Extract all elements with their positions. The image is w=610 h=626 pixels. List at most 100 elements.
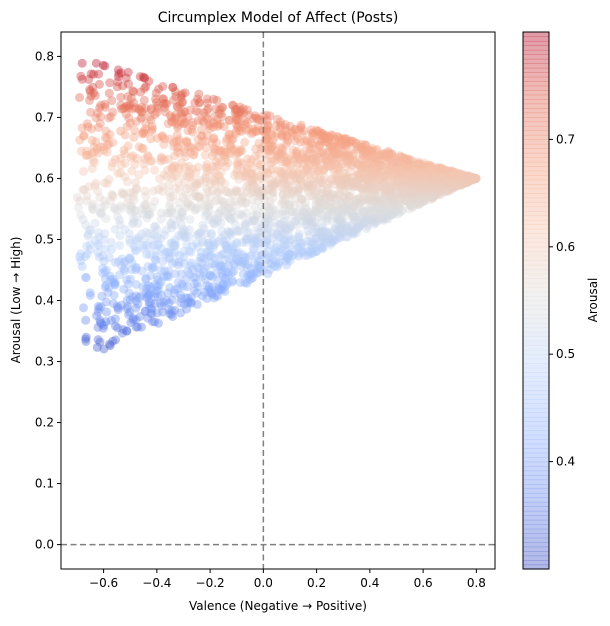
scatter-point bbox=[191, 178, 201, 188]
scatter-point bbox=[371, 158, 381, 168]
colorbar-segment bbox=[523, 398, 549, 405]
scatter-point bbox=[413, 192, 423, 202]
scatter-point bbox=[387, 197, 396, 206]
scatter-point bbox=[177, 207, 187, 217]
scatter-point bbox=[193, 116, 203, 125]
scatter-point bbox=[463, 176, 473, 186]
scatter-point bbox=[368, 161, 378, 171]
scatter-point bbox=[251, 127, 261, 136]
scatter-point bbox=[368, 160, 378, 170]
scatter-point bbox=[416, 197, 425, 207]
scatter-point bbox=[346, 205, 356, 215]
scatter-point bbox=[278, 145, 288, 155]
scatter-point bbox=[173, 123, 183, 133]
scatter-point bbox=[77, 262, 87, 271]
scatter-point bbox=[217, 157, 227, 167]
scatter-point bbox=[415, 199, 425, 209]
scatter-point bbox=[100, 282, 110, 292]
scatter-point bbox=[365, 190, 375, 200]
colorbar-segment bbox=[523, 224, 549, 230]
scatter-point bbox=[153, 103, 163, 113]
y-tick-label: 0.8 bbox=[35, 49, 54, 63]
scatter-point bbox=[246, 263, 256, 273]
scatter-point bbox=[88, 82, 98, 92]
scatter-point bbox=[312, 207, 321, 217]
scatter-point bbox=[251, 126, 261, 136]
scatter-point bbox=[293, 188, 303, 198]
scatter-point bbox=[336, 215, 346, 225]
scatter-point bbox=[365, 179, 375, 189]
scatter-point bbox=[169, 95, 178, 105]
scatter-point bbox=[299, 168, 309, 178]
scatter-point bbox=[408, 163, 418, 173]
scatter-point bbox=[179, 107, 189, 117]
scatter-point bbox=[287, 170, 297, 180]
scatter-point bbox=[356, 220, 366, 230]
scatter-point bbox=[277, 157, 287, 167]
scatter-point bbox=[439, 180, 449, 190]
scatter-point bbox=[210, 219, 220, 229]
scatter-point bbox=[288, 169, 298, 179]
scatter-point bbox=[273, 259, 283, 269]
scatter-point bbox=[456, 174, 466, 184]
scatter-point bbox=[161, 225, 171, 235]
scatter-point bbox=[210, 259, 220, 269]
scatter-point bbox=[464, 171, 474, 181]
scatter-point bbox=[150, 255, 160, 265]
scatter-point bbox=[281, 139, 291, 149]
scatter-point bbox=[180, 203, 190, 213]
scatter-point bbox=[82, 150, 92, 160]
scatter-point bbox=[353, 218, 363, 228]
scatter-point bbox=[127, 166, 137, 176]
scatter-point bbox=[123, 141, 133, 151]
scatter-point bbox=[349, 212, 359, 222]
scatter-point bbox=[176, 308, 186, 318]
scatter-point bbox=[276, 150, 286, 160]
scatter-point bbox=[235, 187, 245, 196]
scatter-point bbox=[131, 265, 141, 275]
scatter-point bbox=[197, 116, 207, 126]
scatter-point bbox=[89, 88, 99, 98]
scatter-point bbox=[333, 190, 343, 200]
scatter-point bbox=[294, 185, 304, 194]
scatter-point bbox=[140, 128, 150, 138]
scatter-point bbox=[434, 177, 443, 187]
scatter-point bbox=[174, 164, 184, 174]
scatter-point bbox=[168, 82, 178, 92]
scatter-point bbox=[271, 257, 281, 267]
scatter-point bbox=[344, 226, 354, 236]
scatter-point bbox=[334, 191, 344, 201]
scatter-point bbox=[149, 230, 159, 239]
scatter-point bbox=[262, 230, 272, 240]
scatter-point bbox=[372, 162, 381, 172]
scatter-point bbox=[182, 137, 192, 147]
scatter-point bbox=[420, 176, 430, 186]
scatter-point bbox=[356, 142, 366, 152]
scatter-point bbox=[341, 181, 351, 191]
scatter-point bbox=[448, 168, 457, 178]
scatter-point bbox=[95, 337, 105, 347]
scatter-point bbox=[282, 182, 292, 192]
scatter-point bbox=[321, 137, 331, 147]
scatter-point bbox=[369, 186, 379, 196]
scatter-point bbox=[402, 155, 412, 165]
scatter-point bbox=[183, 298, 193, 308]
scatter-point bbox=[275, 123, 285, 133]
scatter-point bbox=[390, 170, 400, 180]
scatter-point bbox=[454, 175, 463, 184]
scatter-point bbox=[219, 211, 229, 221]
scatter-point bbox=[131, 322, 141, 332]
scatter-point bbox=[165, 309, 175, 319]
scatter-point bbox=[323, 136, 333, 146]
scatter-point bbox=[92, 311, 102, 321]
scatter-point bbox=[429, 184, 439, 194]
scatter-point bbox=[460, 177, 470, 187]
scatter-point bbox=[470, 174, 480, 184]
scatter-point bbox=[332, 205, 341, 215]
scatter-point bbox=[447, 166, 457, 176]
scatter-point bbox=[251, 151, 261, 161]
scatter-point bbox=[466, 175, 476, 184]
scatter-point bbox=[255, 171, 265, 181]
scatter-point bbox=[94, 304, 104, 314]
scatter-point bbox=[186, 143, 195, 153]
